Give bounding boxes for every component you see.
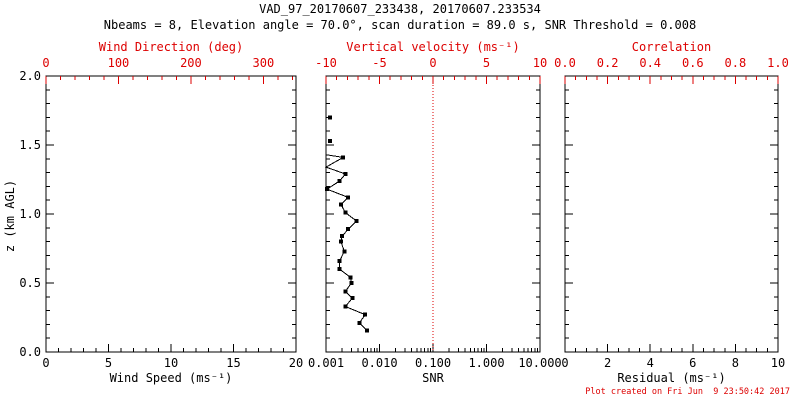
data-point-marker xyxy=(349,281,354,285)
tick-label: 1.0 xyxy=(767,56,789,70)
tick-label: 0 xyxy=(42,356,49,370)
tick-label: 0.010 xyxy=(361,356,397,370)
tick-label: 0.8 xyxy=(725,56,747,70)
data-point-marker xyxy=(354,218,359,223)
panel-snr: 0.001 0.010 0.100 1.000 10.000 -10 -5 0 5 10 xyxy=(308,56,562,370)
data-point-marker xyxy=(337,267,342,272)
tick-label: -5 xyxy=(372,56,386,70)
data-point-marker xyxy=(328,115,333,120)
tick-label: 0 xyxy=(429,56,436,70)
residual-z-axis-ticks xyxy=(565,75,778,353)
profile-line xyxy=(324,154,368,331)
tick-label: 0 xyxy=(42,56,49,70)
z-tick-label: 1.0 xyxy=(19,207,41,221)
tick-label: 0.100 xyxy=(415,356,451,370)
residual-axis-title: Residual (ms⁻¹) xyxy=(617,371,726,385)
data-point-marker xyxy=(337,258,342,263)
data-point-marker xyxy=(341,155,346,160)
z-tick-label: 0.5 xyxy=(19,276,41,290)
correlation-axis-title: Correlation xyxy=(631,40,712,54)
wind-speed-axis-title: Wind Speed (ms⁻¹) xyxy=(109,371,233,385)
data-point-marker xyxy=(350,296,355,301)
tick-label: 100 xyxy=(108,56,130,70)
plot-created-timestamp: Plot created on Fri Jun 9 23:50:42 2017 xyxy=(585,387,790,397)
data-point-marker xyxy=(346,227,351,232)
data-point-marker xyxy=(343,304,348,309)
tick-label: 0.001 xyxy=(308,356,344,370)
tick-label: -10 xyxy=(315,56,337,70)
data-point-marker xyxy=(363,312,368,317)
tick-label: 8 xyxy=(732,356,739,370)
data-point-marker xyxy=(337,178,342,183)
data-point-marker xyxy=(357,321,362,326)
tick-label: 200 xyxy=(180,56,202,70)
tick-label: 5 xyxy=(105,356,112,370)
wind-direction-axis-title: Wind Direction (deg) xyxy=(98,40,244,54)
tick-label: 6 xyxy=(689,356,696,370)
vertical-velocity-axis-title: Vertical velocity (ms⁻¹) xyxy=(346,40,520,54)
tick-label: 0.2 xyxy=(597,56,619,70)
z-tick-label: 0.0 xyxy=(19,345,41,359)
tick-label: 300 xyxy=(253,56,275,70)
tick-label: 0.4 xyxy=(639,56,661,70)
tick-label: 0.6 xyxy=(682,56,704,70)
data-point-marker xyxy=(346,195,351,200)
data-point-marker xyxy=(348,275,353,280)
tick-label: 20 xyxy=(289,356,303,370)
residual-top-axis-ticks xyxy=(564,76,779,84)
plot-title: VAD_97_20170607_233438, 20170607.233534 xyxy=(259,2,541,16)
snr-z-axis-ticks xyxy=(326,75,540,353)
tick-label: 10 xyxy=(533,56,547,70)
data-point-marker xyxy=(328,138,333,143)
data-point-marker xyxy=(340,234,345,239)
data-point-marker xyxy=(342,249,347,254)
data-point-marker xyxy=(365,328,370,333)
data-point-marker xyxy=(325,187,330,192)
data-point-marker xyxy=(343,210,348,215)
data-point-marker xyxy=(343,171,348,176)
tick-label: 1.000 xyxy=(468,356,504,370)
data-point-marker xyxy=(338,202,343,207)
tick-label: 10 xyxy=(164,356,178,370)
tick-label: 2 xyxy=(604,356,611,370)
z-axis-title: z (km AGL) xyxy=(3,179,17,253)
data-point-marker xyxy=(338,239,343,244)
tick-label: 10.000 xyxy=(518,356,561,370)
z-tick-label: 1.5 xyxy=(19,138,41,152)
z-tick-label: 2.0 xyxy=(19,69,41,83)
wind-top-axis-ticks xyxy=(45,76,293,84)
tick-label: 4 xyxy=(647,356,654,370)
tick-label: 10 xyxy=(771,356,785,370)
tick-label: 0.0 xyxy=(554,56,576,70)
plot-subtitle: Nbeams = 8, Elevation angle = 70.0°, sca… xyxy=(103,18,697,32)
snr-axis-title: SNR xyxy=(422,371,444,385)
wind-bottom-axis-ticks xyxy=(45,344,297,352)
panel-frame xyxy=(564,75,779,353)
data-point-marker xyxy=(343,289,348,294)
tick-label: 0 xyxy=(561,356,568,370)
wind-z-axis-ticks xyxy=(46,75,296,353)
panel-residual: 0 2 4 6 8 10 0.0 0.2 0.4 0.6 0.8 1.0 xyxy=(554,56,789,370)
snr-bottom-axis-ticks xyxy=(325,344,541,352)
tick-label: 15 xyxy=(226,356,240,370)
tick-label: 5 xyxy=(483,56,490,70)
series-snr-profile xyxy=(324,115,370,333)
panel-frame xyxy=(45,75,297,353)
residual-bottom-axis-ticks xyxy=(564,344,779,352)
